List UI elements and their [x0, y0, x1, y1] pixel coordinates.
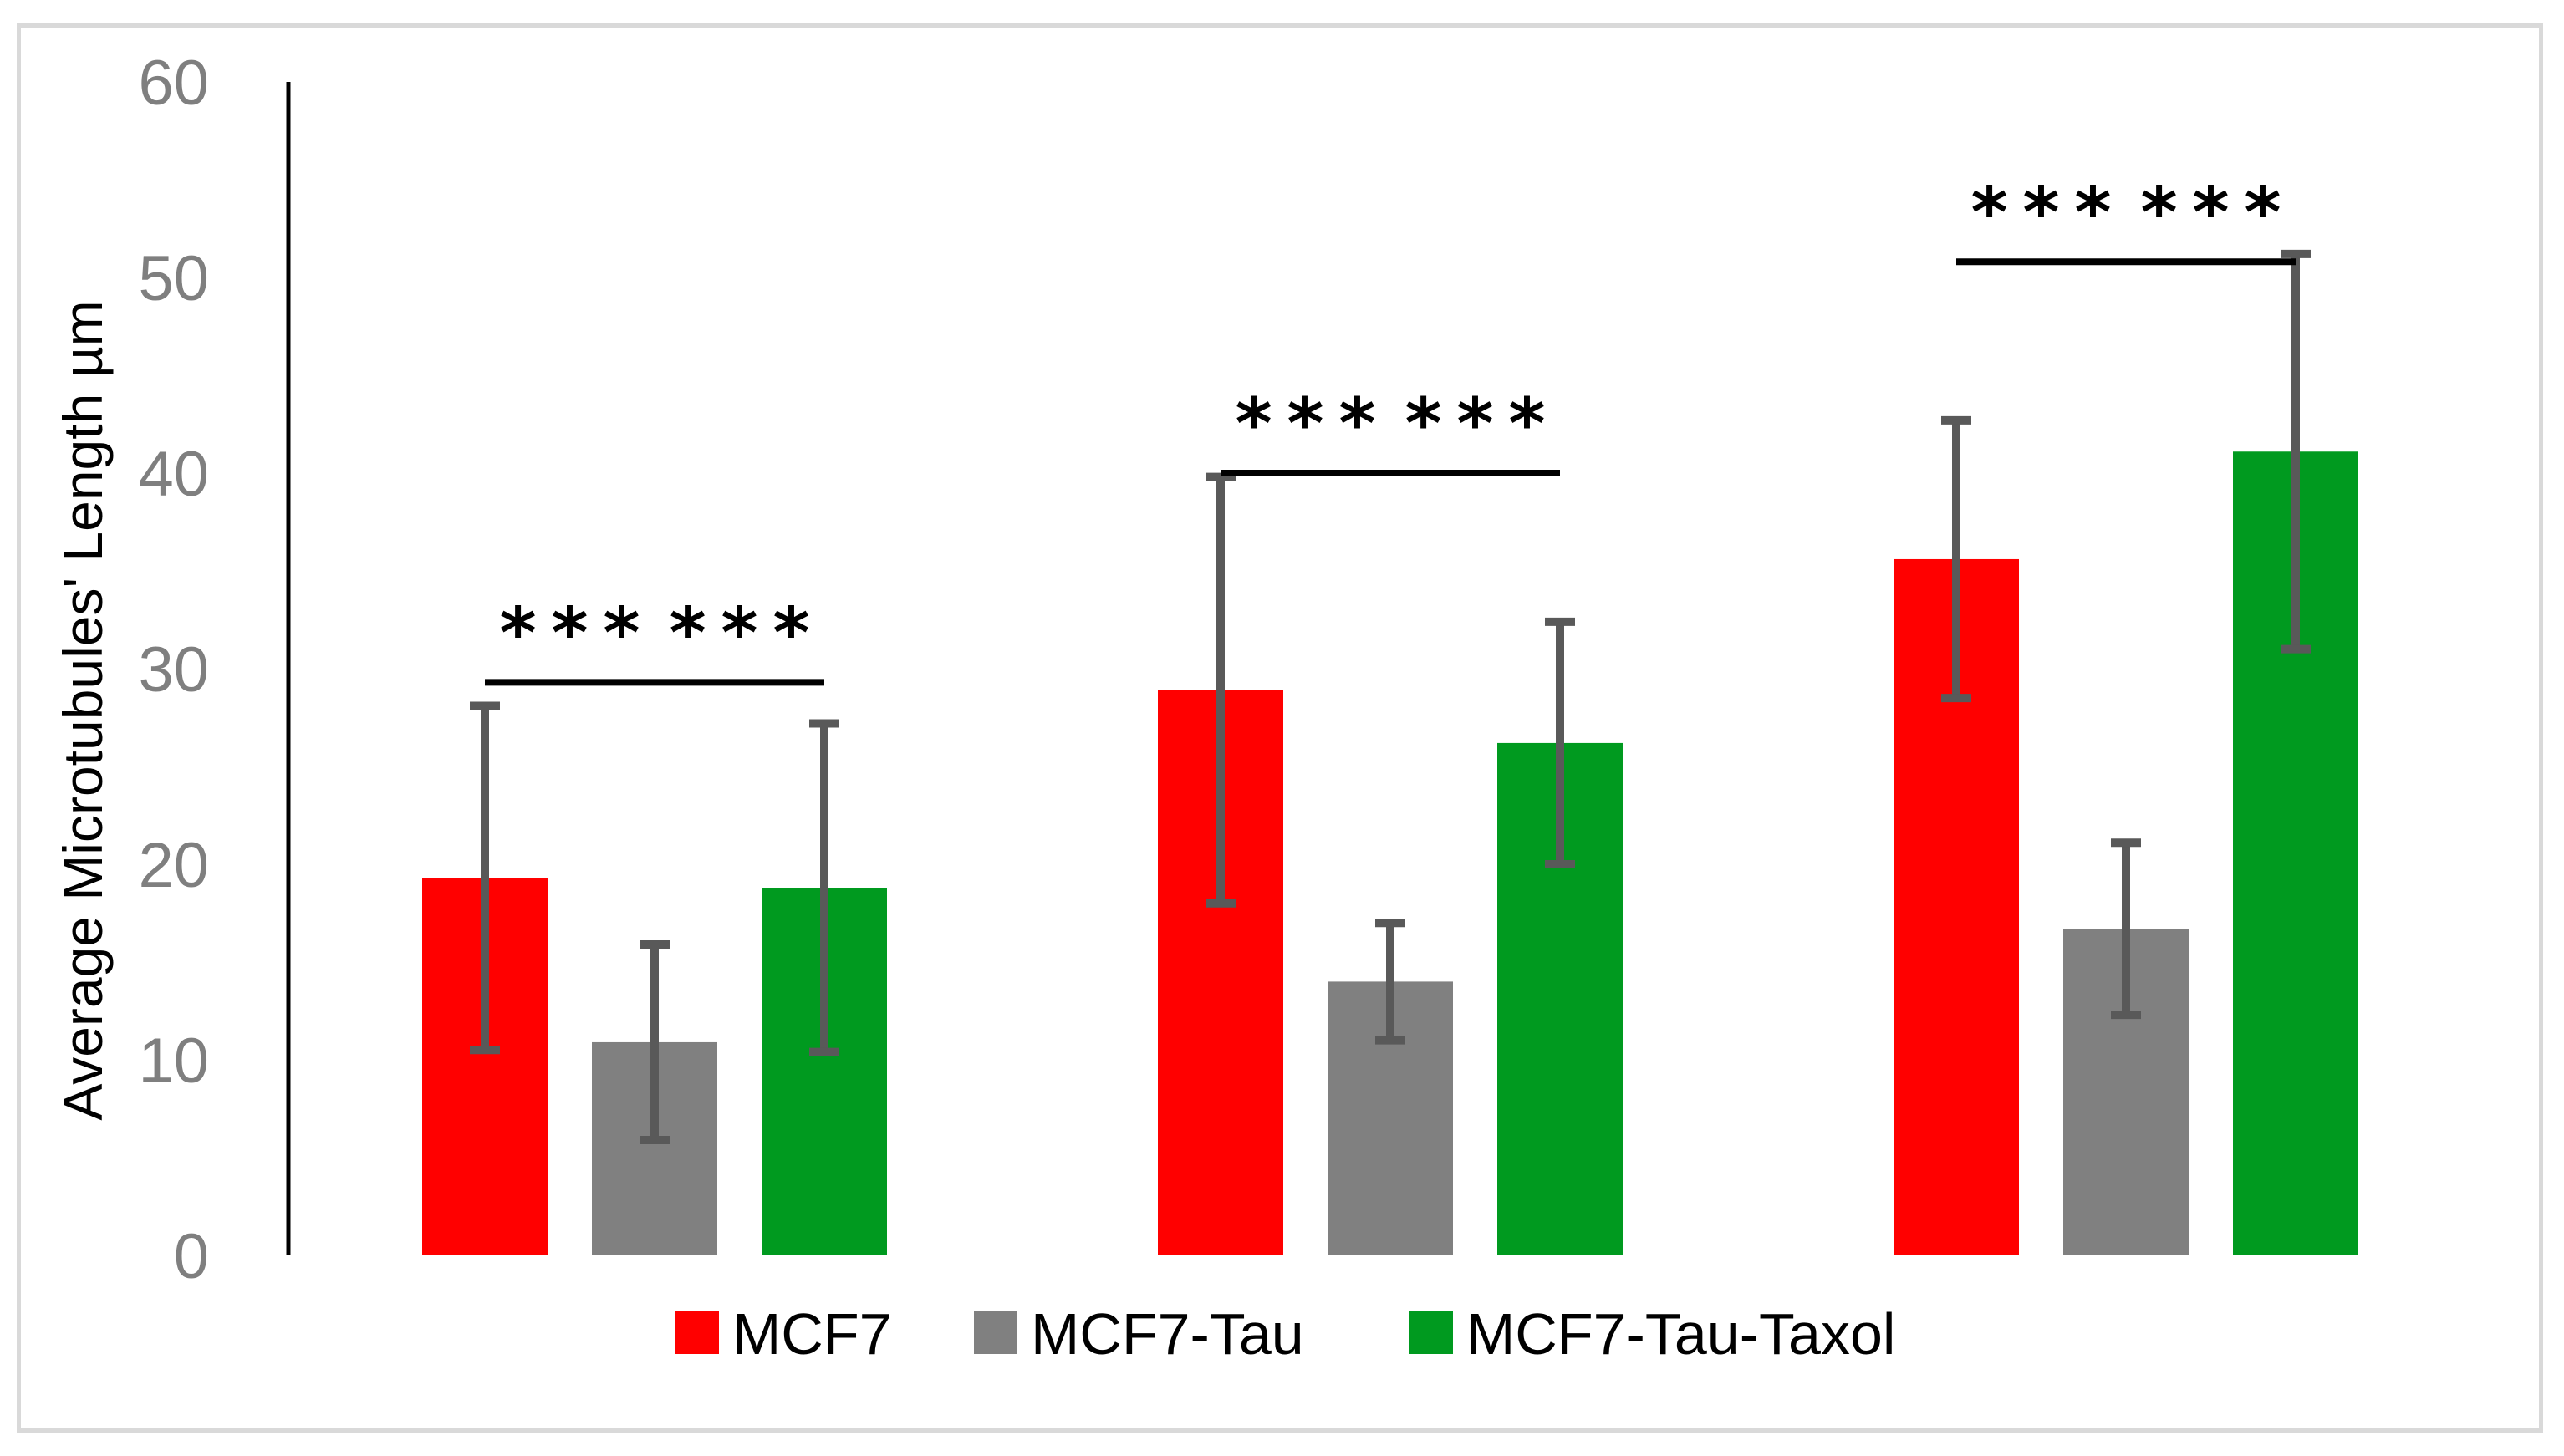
significance-label: ***	[1971, 171, 2127, 253]
significance-marker-5: ***	[1956, 171, 2127, 266]
legend: MCF7 MCF7-Tau MCF7-Tau-Taxol	[675, 1301, 1895, 1367]
error-bar-mcf7-tau-taxol-group-2	[1545, 617, 1575, 868]
error-bar-mcf7-tau-taxol-group-3	[2281, 249, 2311, 654]
significance-marker-3: ***	[1221, 383, 1391, 476]
y-tick-label-50: 50	[138, 243, 209, 314]
y-tick-label-20: 20	[138, 830, 209, 901]
y-axis-title: Average Microtubules' Length µm	[52, 300, 114, 1120]
significance-label: ***	[500, 592, 655, 674]
error-bar-mcf7-group-3	[1941, 415, 1971, 703]
significance-label: ***	[1405, 383, 1561, 465]
legend-swatch	[675, 1311, 719, 1354]
y-tick-label-0: 0	[174, 1221, 209, 1292]
significance-marker-4: ***	[1390, 383, 1561, 476]
legend-item-mcf7-tau: MCF7-Tau	[974, 1301, 1304, 1367]
legend-swatch	[1409, 1311, 1453, 1354]
y-axis: 0 10 20 30 40 50 60	[138, 48, 291, 1292]
legend-label: MCF7-Tau	[1031, 1301, 1304, 1367]
significance-marker-1: ***	[485, 592, 655, 686]
bars	[422, 451, 2358, 1255]
y-tick-label-60: 60	[138, 48, 209, 119]
significance-label: ***	[670, 592, 825, 674]
error-bar-mcf7-group-1	[470, 701, 500, 1055]
legend-label: MCF7	[732, 1301, 892, 1367]
significance-marker-6: ***	[2126, 171, 2296, 266]
significance-label: ***	[1236, 383, 1391, 465]
error-bar-mcf7-tau-group-1	[640, 939, 670, 1144]
error-bars	[470, 249, 2311, 1144]
y-tick-label-40: 40	[138, 439, 209, 510]
legend-swatch	[974, 1311, 1017, 1354]
legend-item-mcf7: MCF7	[675, 1301, 892, 1367]
error-bar-mcf7-group-2	[1206, 472, 1236, 908]
legend-label: MCF7-Tau-Taxol	[1466, 1301, 1895, 1367]
error-bar-mcf7-tau-group-2	[1375, 919, 1405, 1045]
y-tick-label-30: 30	[138, 634, 209, 705]
error-bar-mcf7-tau-group-3	[2111, 838, 2141, 1020]
error-bar-mcf7-tau-taxol-group-1	[809, 719, 839, 1056]
y-tick-label-10: 10	[138, 1026, 209, 1097]
legend-item-mcf7-tau-taxol: MCF7-Tau-Taxol	[1409, 1301, 1895, 1367]
significance-annotations: *** ****** ****** ***	[485, 171, 2296, 686]
significance-label: ***	[2141, 171, 2296, 253]
significance-marker-2: ***	[655, 592, 825, 686]
